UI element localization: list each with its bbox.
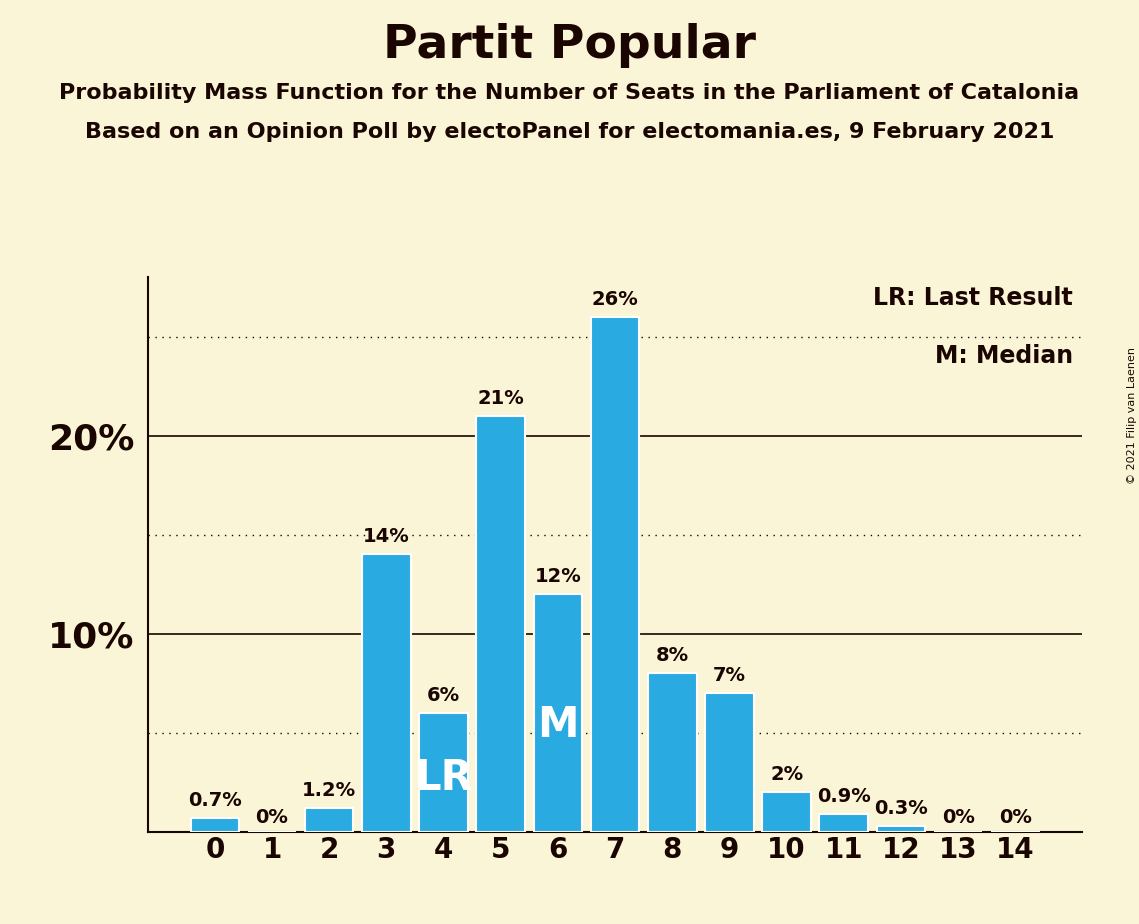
Text: 14%: 14%: [363, 528, 410, 546]
Text: 0.9%: 0.9%: [817, 787, 870, 806]
Text: Partit Popular: Partit Popular: [383, 23, 756, 68]
Bar: [819, 814, 868, 832]
Text: 0%: 0%: [942, 808, 975, 827]
Text: 1.2%: 1.2%: [302, 781, 357, 800]
Text: 26%: 26%: [591, 290, 639, 309]
Text: LR: Last Result: LR: Last Result: [872, 286, 1073, 310]
Text: 6%: 6%: [427, 686, 460, 705]
Text: LR: LR: [415, 757, 473, 799]
Bar: [877, 826, 925, 832]
Bar: [705, 693, 754, 832]
Text: Probability Mass Function for the Number of Seats in the Parliament of Catalonia: Probability Mass Function for the Number…: [59, 83, 1080, 103]
Text: 21%: 21%: [477, 389, 524, 407]
Text: © 2021 Filip van Laenen: © 2021 Filip van Laenen: [1126, 347, 1137, 484]
Bar: [190, 818, 239, 832]
Bar: [419, 712, 468, 832]
Text: 0.3%: 0.3%: [874, 798, 928, 818]
Bar: [591, 317, 639, 832]
Text: 0%: 0%: [999, 808, 1032, 827]
Text: 2%: 2%: [770, 765, 803, 784]
Text: M: M: [538, 704, 579, 746]
Bar: [533, 594, 582, 832]
Bar: [476, 416, 525, 832]
Text: 12%: 12%: [534, 567, 581, 586]
Text: 0%: 0%: [255, 808, 288, 827]
Text: 8%: 8%: [656, 646, 689, 665]
Text: M: Median: M: Median: [935, 344, 1073, 368]
Text: Based on an Opinion Poll by electoPanel for electomania.es, 9 February 2021: Based on an Opinion Poll by electoPanel …: [84, 122, 1055, 142]
Bar: [762, 792, 811, 832]
Bar: [305, 808, 353, 832]
Bar: [362, 554, 411, 832]
Text: 0.7%: 0.7%: [188, 791, 241, 809]
Bar: [648, 674, 697, 832]
Text: 7%: 7%: [713, 666, 746, 685]
